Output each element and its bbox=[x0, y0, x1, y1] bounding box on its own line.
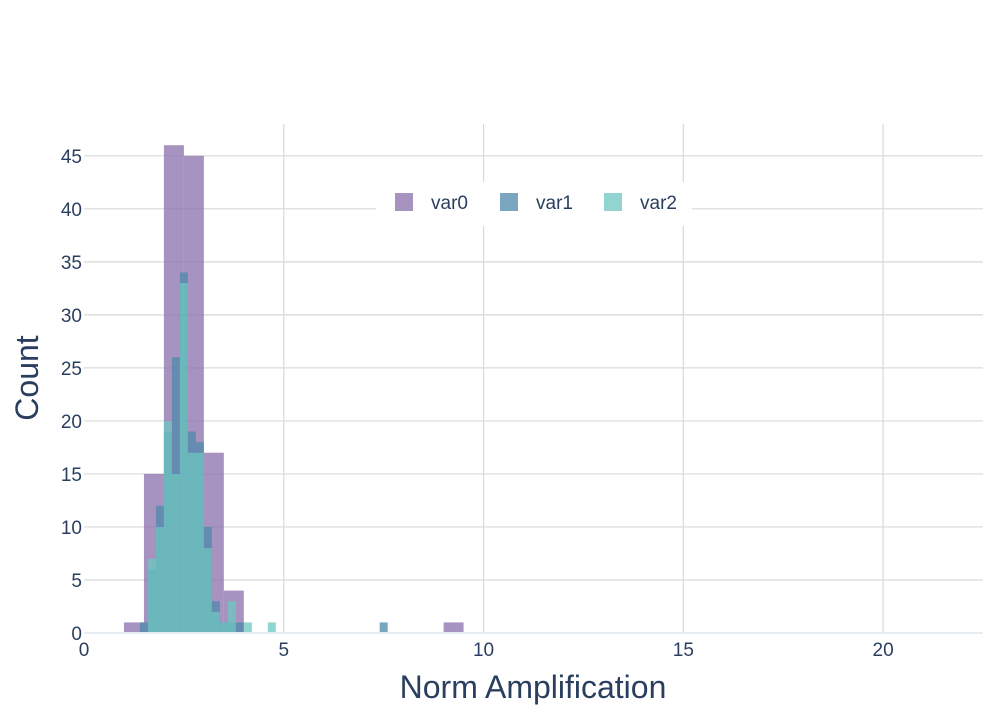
histogram-bar[interactable] bbox=[203, 548, 212, 633]
histogram-bar[interactable] bbox=[243, 622, 252, 633]
legend-swatch bbox=[500, 193, 518, 211]
x-tick-label: 15 bbox=[673, 640, 694, 661]
legend-box bbox=[376, 182, 692, 226]
histogram-bar[interactable] bbox=[267, 622, 276, 633]
y-tick-label: 25 bbox=[61, 359, 82, 380]
x-tick-label: 10 bbox=[473, 640, 494, 661]
legend-label: var1 bbox=[536, 193, 573, 214]
histogram-bar[interactable] bbox=[171, 473, 180, 633]
histogram-bar[interactable] bbox=[147, 558, 156, 633]
y-tick-label: 15 bbox=[61, 465, 82, 486]
histogram-bar[interactable] bbox=[235, 622, 244, 633]
x-tick-label: 5 bbox=[278, 640, 289, 661]
y-axis-title: Count bbox=[9, 335, 45, 421]
legend-swatch bbox=[395, 193, 413, 211]
y-tick-label: 0 bbox=[71, 624, 82, 645]
x-axis-title: Norm Amplification bbox=[400, 669, 667, 705]
x-tick-label: 20 bbox=[873, 640, 894, 661]
y-tick-label: 5 bbox=[71, 571, 82, 592]
histogram-bar[interactable] bbox=[139, 622, 148, 633]
legend-item-var0[interactable]: var0 bbox=[395, 193, 468, 214]
histogram-bar[interactable] bbox=[187, 452, 196, 633]
histogram-bar[interactable] bbox=[163, 420, 172, 633]
legend[interactable]: var0 var1 var2 bbox=[376, 182, 692, 226]
histogram-bar[interactable] bbox=[219, 622, 228, 633]
y-tick-label: 30 bbox=[61, 306, 82, 327]
legend-item-var2[interactable]: var2 bbox=[604, 193, 677, 214]
legend-swatch bbox=[604, 193, 622, 211]
legend-label: var2 bbox=[640, 193, 677, 214]
x-tick-label: 0 bbox=[79, 640, 90, 661]
legend-label: var0 bbox=[431, 193, 468, 214]
histogram-bar[interactable] bbox=[179, 283, 188, 633]
histogram-bar[interactable] bbox=[195, 452, 204, 633]
axes: 0 5 10 15 20 25 30 35 40 45 0 5 10 15 20 bbox=[61, 147, 983, 661]
histogram-bar[interactable] bbox=[379, 622, 388, 633]
series-var2 bbox=[147, 283, 276, 633]
legend-item-var1[interactable]: var1 bbox=[500, 193, 573, 214]
y-tick-label: 45 bbox=[61, 147, 82, 168]
histogram-bar[interactable] bbox=[227, 601, 236, 633]
bars bbox=[123, 145, 464, 634]
histogram-bar[interactable] bbox=[443, 622, 464, 633]
y-tick-label: 35 bbox=[61, 253, 82, 274]
histogram-bar[interactable] bbox=[211, 611, 220, 633]
histogram-bar[interactable] bbox=[123, 622, 144, 633]
y-tick-label: 20 bbox=[61, 412, 82, 433]
y-tick-label: 40 bbox=[61, 200, 82, 221]
histogram-bar[interactable] bbox=[155, 526, 164, 633]
y-tick-label: 10 bbox=[61, 518, 82, 539]
